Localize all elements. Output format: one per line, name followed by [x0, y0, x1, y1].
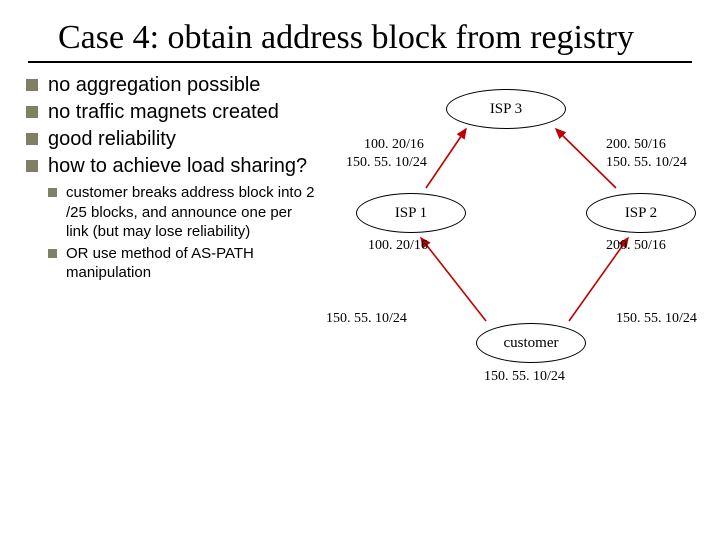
- route-label: 100. 20/16: [368, 238, 428, 254]
- bullet-column: no aggregation possible no traffic magne…: [26, 73, 316, 285]
- sub-bullet-item: customer breaks address block into 2 /25…: [48, 183, 316, 242]
- node-customer: customer: [476, 323, 586, 363]
- route-label: 100. 20/16: [364, 137, 424, 153]
- diagram-column: ISP 3 ISP 1 ISP 2 customer 100. 20/16 15…: [316, 73, 694, 285]
- bullet-item: how to achieve load sharing?: [26, 154, 316, 179]
- sub-bullet-item: OR use method of AS-PATH manipulation: [48, 244, 316, 283]
- arrow: [426, 129, 466, 188]
- node-isp2: ISP 2: [586, 193, 696, 233]
- route-label: 150. 55. 10/24: [606, 155, 687, 171]
- route-label: 200. 50/16: [606, 137, 666, 153]
- route-label: 150. 55. 10/24: [484, 369, 565, 385]
- page-title: Case 4: obtain address block from regist…: [28, 0, 692, 63]
- network-diagram: ISP 3 ISP 1 ISP 2 customer 100. 20/16 15…: [316, 73, 716, 473]
- route-label: 200. 50/16: [606, 238, 666, 254]
- bullet-item: no traffic magnets created: [26, 100, 316, 125]
- route-label: 150. 55. 10/24: [326, 311, 407, 327]
- route-label: 150. 55. 10/24: [346, 155, 427, 171]
- node-isp3: ISP 3: [446, 89, 566, 129]
- route-label: 150. 55. 10/24: [616, 311, 697, 327]
- bullet-item: no aggregation possible: [26, 73, 316, 98]
- sub-bullet-list: customer breaks address block into 2 /25…: [48, 183, 316, 283]
- arrow: [421, 238, 486, 321]
- bullet-list: no aggregation possible no traffic magne…: [26, 73, 316, 179]
- node-isp1: ISP 1: [356, 193, 466, 233]
- arrow-layer: [316, 73, 716, 473]
- content: no aggregation possible no traffic magne…: [0, 73, 720, 285]
- bullet-item: good reliability: [26, 127, 316, 152]
